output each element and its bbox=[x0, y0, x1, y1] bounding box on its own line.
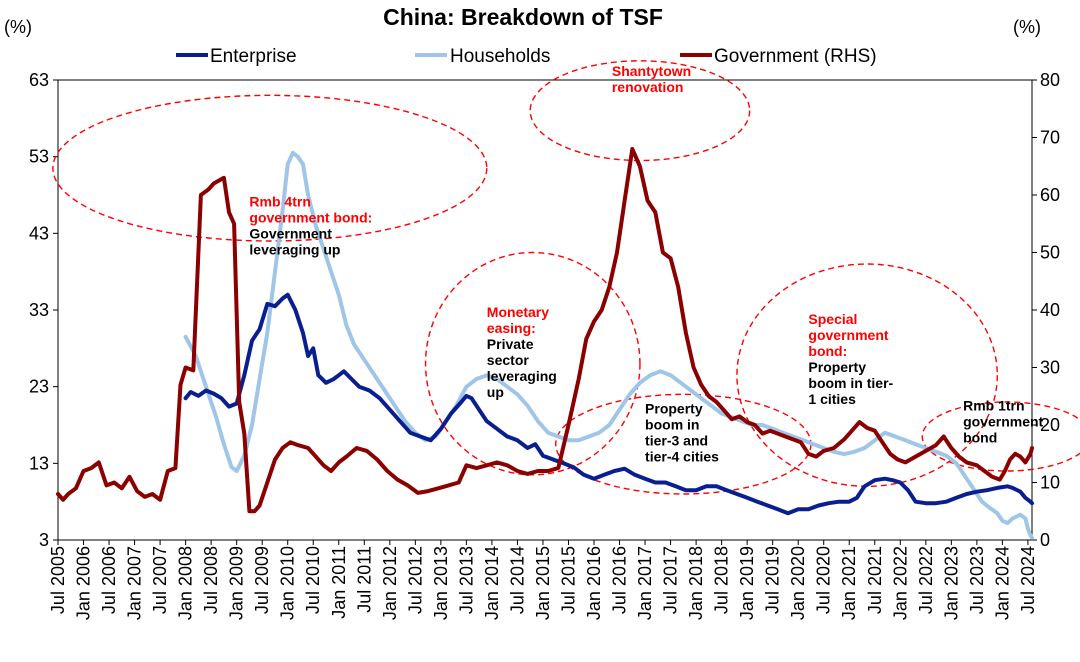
legend-label-government: Government (RHS) bbox=[714, 46, 877, 67]
government-line bbox=[56, 147, 1034, 514]
y-left-tick-label: 3 bbox=[39, 530, 49, 550]
x-tick-label: Jul 2014 bbox=[507, 546, 527, 614]
annotation-monetary-easing-red: Monetary bbox=[487, 304, 549, 320]
x-tick-label: Jan 2007 bbox=[125, 546, 145, 620]
x-tick-label: Jan 2024 bbox=[992, 546, 1012, 620]
x-tick-label: Jul 2023 bbox=[967, 546, 987, 614]
y-left-tick-label: 53 bbox=[29, 147, 49, 167]
x-tick-label: Jan 2022 bbox=[890, 546, 910, 620]
y-right-tick-label: 60 bbox=[1040, 185, 1060, 205]
y-right-tick-label: 80 bbox=[1040, 70, 1060, 90]
x-tick-label: Jul 2016 bbox=[610, 546, 630, 614]
annotation-property-tier3-text: boom in bbox=[645, 417, 699, 433]
x-tick-label: Jan 2011 bbox=[329, 546, 349, 619]
y-left-tick-label: 33 bbox=[29, 300, 49, 320]
annotation-rmb4trn-text: leveraging up bbox=[249, 242, 340, 258]
x-tick-label: Jul 2012 bbox=[405, 546, 425, 614]
y-right-tick-label: 50 bbox=[1040, 243, 1060, 263]
annotation-ellipse bbox=[52, 94, 488, 242]
annotation-special-government-bond-text: Property bbox=[808, 359, 866, 375]
annotation-special-government-bond-red: bond: bbox=[808, 343, 847, 359]
annotation-special-government-bond-red: Special bbox=[808, 311, 857, 327]
x-tick-label: Jul 2017 bbox=[661, 546, 681, 614]
x-tick-label: Jul 2024 bbox=[1018, 546, 1038, 614]
legend: Enterprise Households Government (RHS) bbox=[176, 46, 877, 67]
x-tick-label: Jan 2012 bbox=[380, 546, 400, 620]
annotation-rmb4trn-red: government bond: bbox=[249, 210, 372, 226]
annotation-ellipse bbox=[736, 263, 998, 488]
annotation-rmb4trn-text: Government bbox=[249, 226, 332, 242]
annotation-rmb1trn-text: government bbox=[963, 413, 1043, 429]
annotation-shantytown-red: Shantytown bbox=[612, 63, 691, 79]
axes: 3 13 23 33 43 53 63 0 10 20 30 40 50 60 70 80 Jul 2005 Ja… bbox=[29, 70, 1060, 620]
x-tick-label: Jul 2018 bbox=[712, 546, 732, 614]
x-tick-label: Jan 2013 bbox=[431, 546, 451, 620]
x-tick-label: Jul 2008 bbox=[201, 546, 221, 614]
annotation-rmb4trn-red: Rmb 4trn bbox=[249, 194, 310, 210]
y-right-tick-label: 0 bbox=[1040, 530, 1050, 550]
x-tick-label: Jul 2019 bbox=[763, 546, 783, 614]
annotation-monetary-easing-text: Private bbox=[487, 336, 534, 352]
y-left-tick-label: 23 bbox=[29, 377, 49, 397]
annotation-rmb1trn-text: bond bbox=[963, 429, 997, 445]
x-tick-label: Jan 2018 bbox=[686, 546, 706, 620]
x-tick-label: Jul 2013 bbox=[456, 546, 476, 614]
x-tick-label: Jan 2021 bbox=[839, 546, 859, 620]
x-tick-label: Jan 2017 bbox=[635, 546, 655, 620]
annotation-ellipse bbox=[529, 60, 751, 162]
annotation-monetary-easing-text: up bbox=[487, 384, 504, 400]
x-tick-label: Jul 2020 bbox=[814, 546, 834, 614]
annotation-special-government-bond-red: government bbox=[808, 327, 888, 343]
x-tick-label: Jan 2008 bbox=[176, 546, 196, 620]
x-tick-label: Jan 2019 bbox=[737, 546, 757, 620]
x-tick-label: Jul 2007 bbox=[150, 546, 170, 614]
x-tick-label: Jan 2006 bbox=[74, 546, 94, 620]
x-tick-label: Jul 2022 bbox=[916, 546, 936, 614]
annotation-special-government-bond-text: boom in tier- bbox=[808, 375, 893, 391]
x-tick-label: Jan 2010 bbox=[278, 546, 298, 620]
right-axis-unit: (%) bbox=[1013, 17, 1041, 37]
x-tick-label: Jan 2015 bbox=[533, 546, 553, 620]
y-left-tick-label: 43 bbox=[29, 223, 49, 243]
y-left-tick-label: 13 bbox=[29, 453, 49, 473]
y-left-tick-label: 63 bbox=[29, 70, 49, 90]
y-right-tick-label: 70 bbox=[1040, 128, 1060, 148]
annotation-monetary-easing-red: easing: bbox=[487, 320, 536, 336]
x-tick-label: Jul 2021 bbox=[865, 546, 885, 614]
legend-label-households: Households bbox=[450, 46, 550, 67]
legend-label-enterprise: Enterprise bbox=[210, 46, 297, 67]
x-tick-label: Jul 2009 bbox=[252, 546, 272, 614]
x-tick-label: Jan 2016 bbox=[584, 546, 604, 620]
x-tick-label: Jan 2020 bbox=[788, 546, 808, 620]
x-tick-label: Jul 2006 bbox=[99, 546, 119, 614]
y-right-tick-label: 40 bbox=[1040, 300, 1060, 320]
annotation-rmb1trn-text: Rmb 1trn bbox=[963, 397, 1024, 413]
annotation-property-tier3-text: tier-4 cities bbox=[645, 449, 719, 465]
y-right-tick-label: 20 bbox=[1040, 415, 1060, 435]
annotation-property-tier3-text: tier-3 and bbox=[645, 433, 708, 449]
x-tick-label: Jul 2010 bbox=[303, 546, 323, 614]
annotation-ellipse bbox=[424, 251, 641, 476]
y-right-tick-label: 30 bbox=[1040, 358, 1060, 378]
left-axis-unit: (%) bbox=[4, 17, 32, 37]
enterprise-line bbox=[183, 292, 1034, 516]
x-tick-label: Jan 2023 bbox=[941, 546, 961, 620]
annotation-special-government-bond-text: 1 cities bbox=[808, 391, 856, 407]
annotation-monetary-easing-text: sector bbox=[487, 352, 530, 368]
annotation-monetary-easing-text: leveraging bbox=[487, 368, 557, 384]
series-lines bbox=[56, 147, 1034, 540]
annotation-property-tier3-text: Property bbox=[645, 401, 703, 417]
x-tick-label: Jan 2014 bbox=[482, 546, 502, 620]
x-tick-label: Jul 2005 bbox=[48, 546, 68, 614]
annotation-ellipse bbox=[921, 401, 1080, 472]
chart-title: China: Breakdown of TSF bbox=[383, 4, 663, 30]
x-tick-label: Jan 2009 bbox=[227, 546, 247, 620]
annotation-shantytown-red: renovation bbox=[612, 79, 684, 95]
y-right-tick-label: 10 bbox=[1040, 473, 1060, 493]
x-tick-label: Jul 2015 bbox=[558, 546, 578, 614]
x-tick-label: Jul 2011 bbox=[354, 546, 374, 613]
